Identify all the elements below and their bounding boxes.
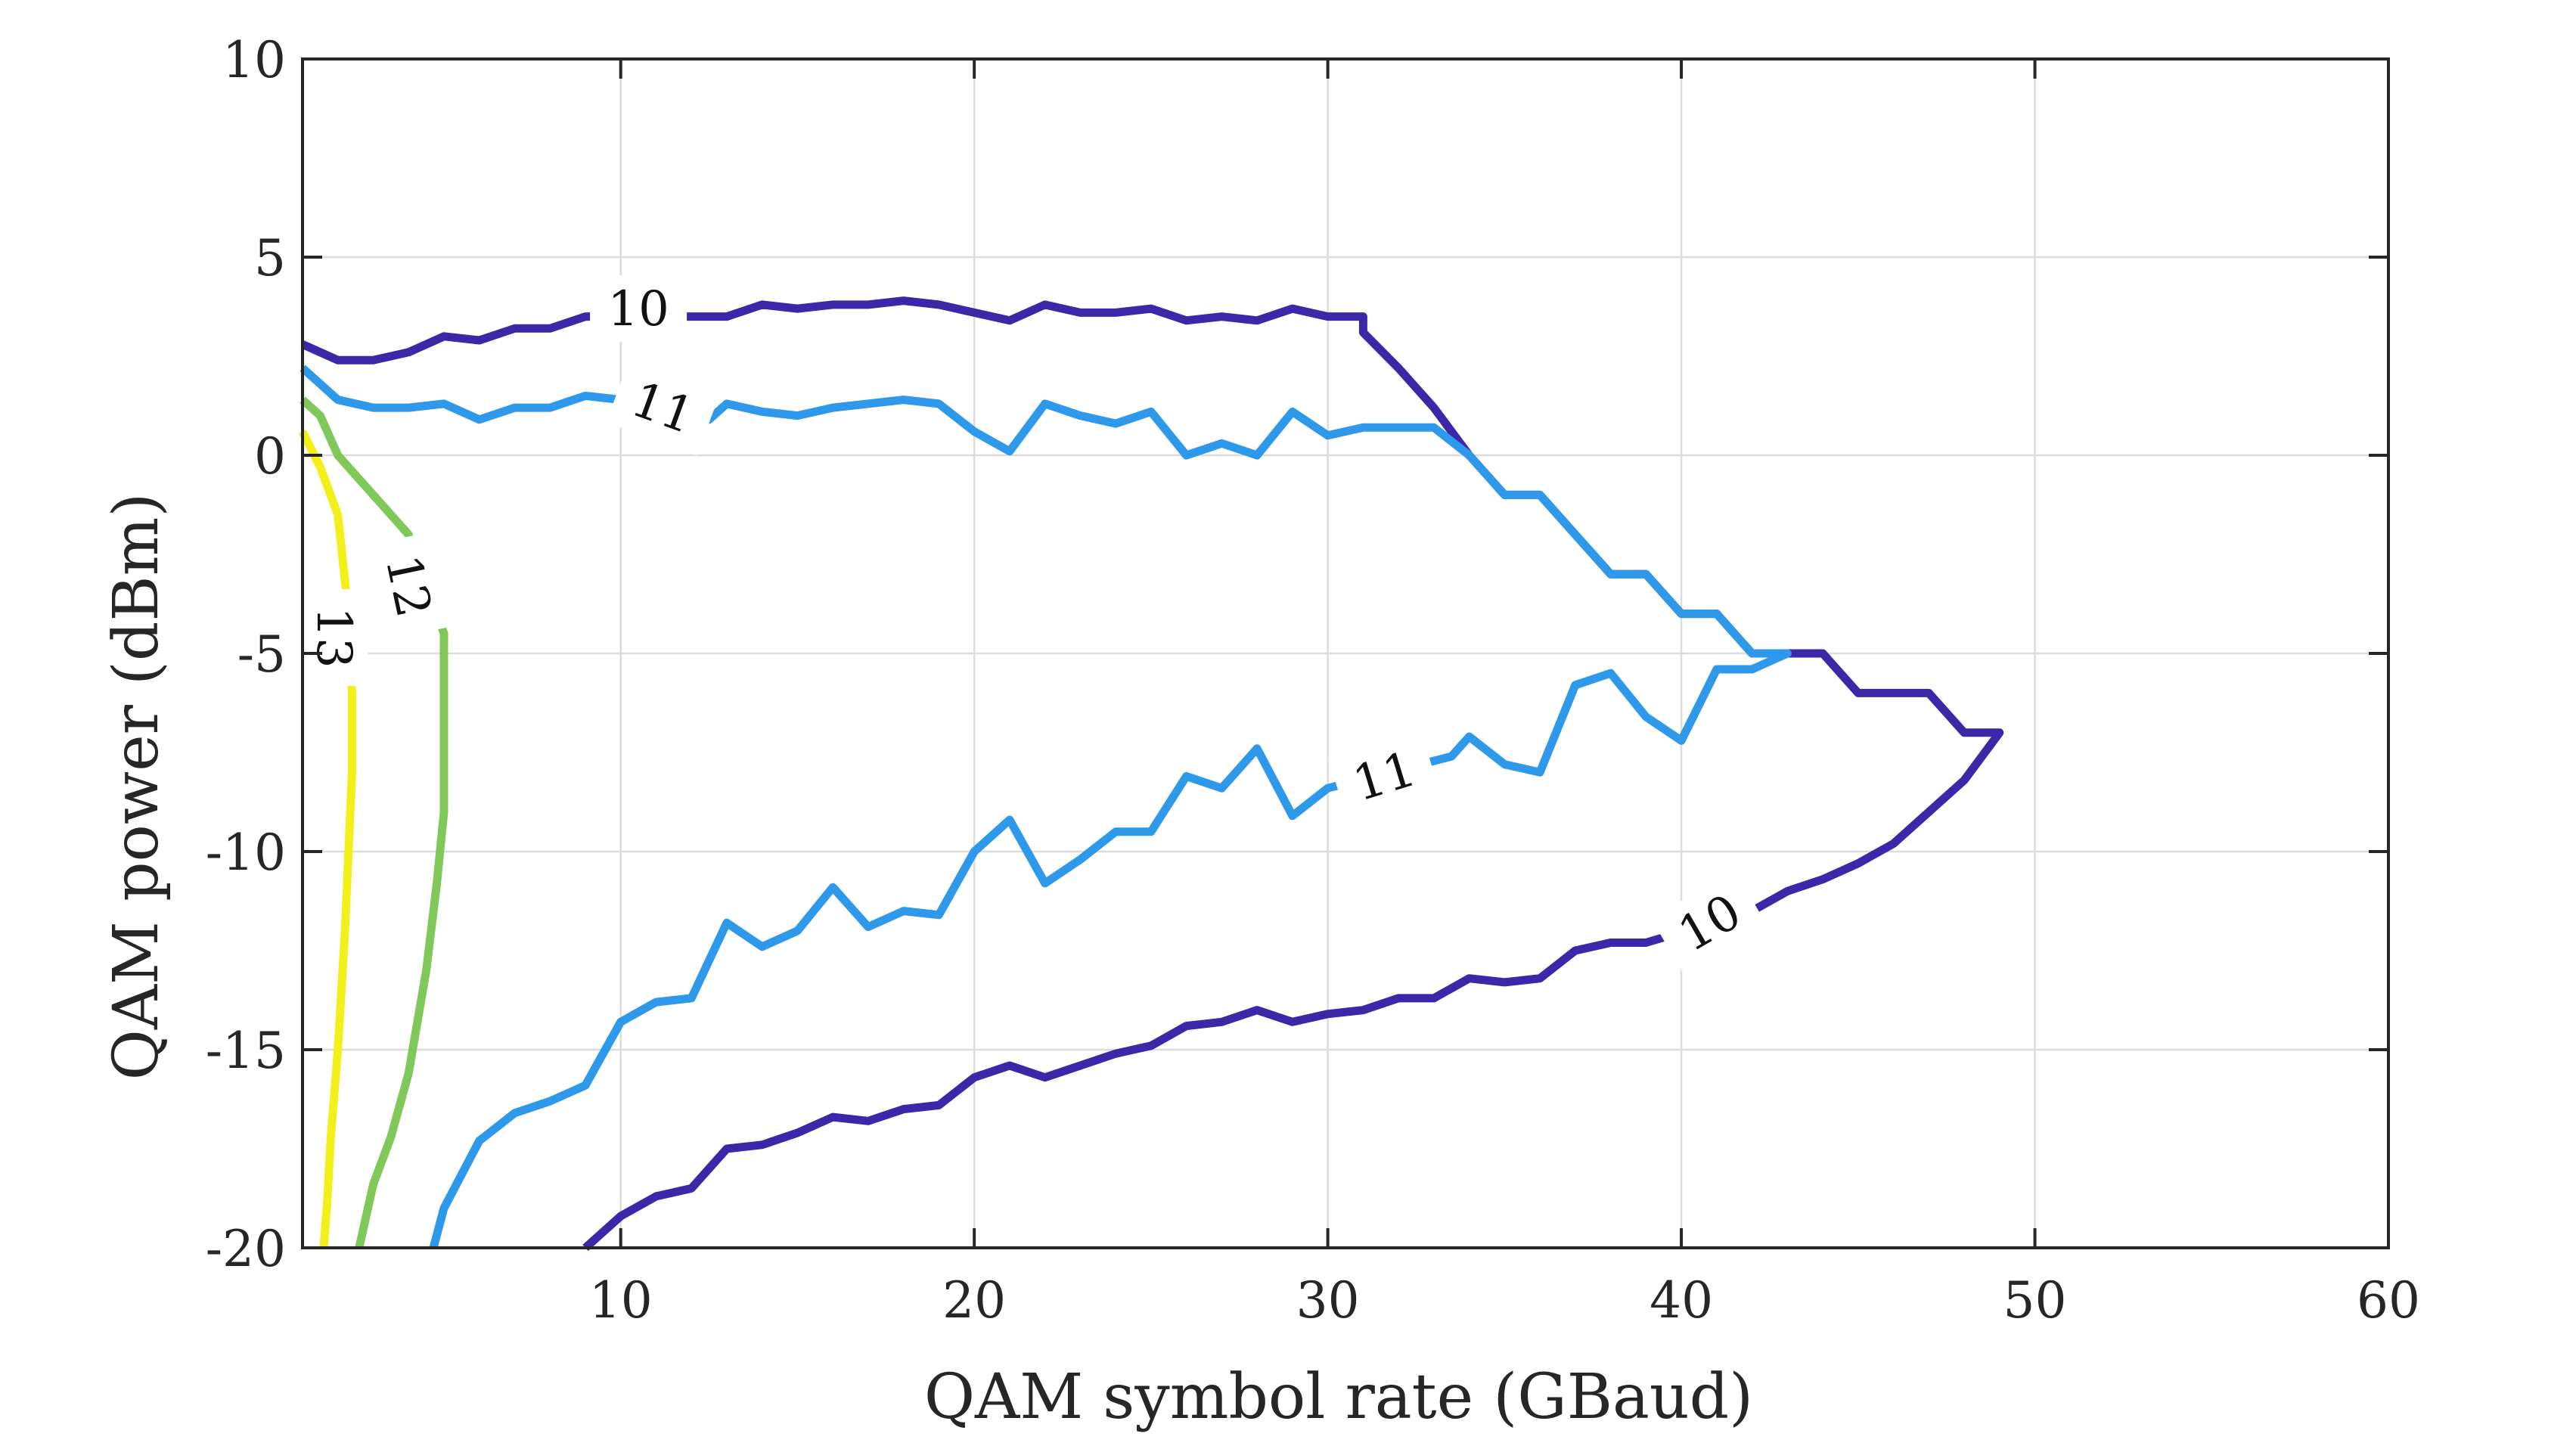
contour-line-10	[300, 296, 2004, 1252]
contour-label-gap	[1328, 730, 1441, 823]
contour-label-11: 11	[606, 359, 720, 456]
x-tick-label: 40	[1650, 1271, 1713, 1330]
x-tick-label: 50	[2003, 1271, 2067, 1330]
y-axis-title: QAM power (dBm)	[101, 493, 172, 1081]
contour-label-gap	[606, 359, 720, 456]
contour-label-text: 13	[306, 607, 362, 668]
contour-label-10: 10	[590, 275, 687, 343]
y-tick-label: -15	[206, 1022, 286, 1080]
x-tick-label: 20	[942, 1271, 1006, 1330]
y-tick-label: 10	[222, 31, 286, 89]
y-tick-label: 5	[254, 229, 286, 287]
y-tick-label: -5	[237, 625, 286, 684]
contour-label-gap	[1651, 870, 1768, 976]
x-tick-label: 10	[589, 1271, 653, 1330]
contour-label-10: 10	[1651, 870, 1768, 976]
contour-label-text: 12	[374, 551, 442, 622]
y-tick-label: -10	[206, 824, 286, 882]
y-tick-label: 0	[254, 427, 286, 486]
x-tick-label: 60	[2357, 1271, 2420, 1330]
contour-lines	[299, 296, 2004, 1252]
contour-label-13: 13	[301, 589, 368, 686]
y-tick-label: -20	[206, 1220, 286, 1278]
contour-line-12	[299, 396, 448, 1249]
contour-label-gap	[301, 589, 368, 686]
contour-label-gap	[365, 532, 452, 641]
grid-lines	[303, 59, 2390, 1248]
contour-label-11: 11	[1328, 730, 1441, 823]
x-axis-title: QAM symbol rate (GBaud)	[924, 1361, 1753, 1433]
contour-line-13	[299, 430, 356, 1249]
contour-line-11	[299, 365, 1792, 1249]
contour-label-gap	[590, 275, 687, 343]
contour-label-text: 10	[607, 281, 669, 337]
x-tick-label: 30	[1296, 1271, 1360, 1330]
contour-label-12: 12	[365, 532, 452, 641]
